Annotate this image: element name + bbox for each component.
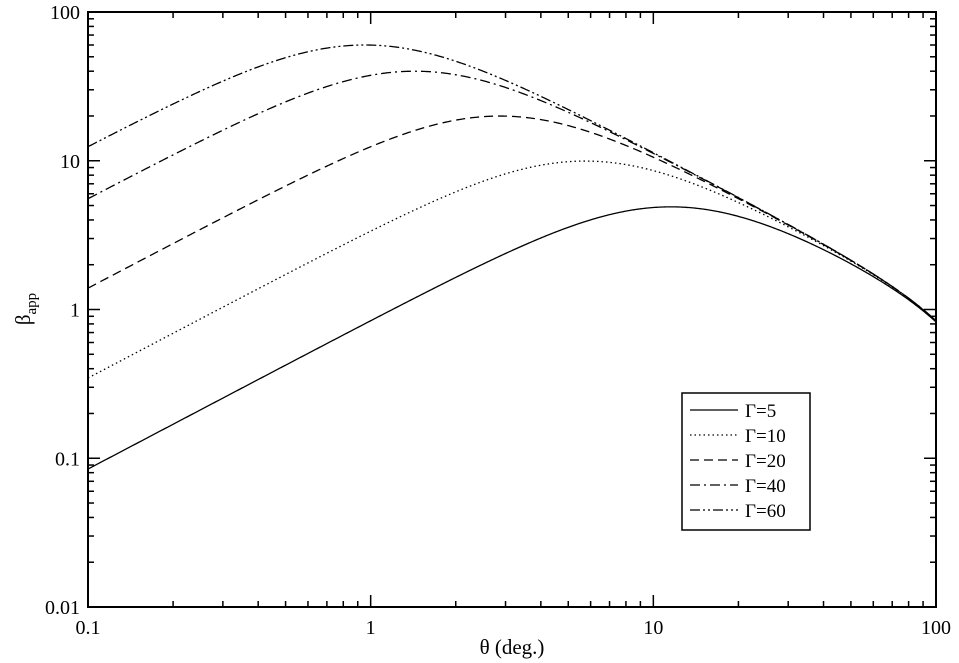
x-tick-label: 100: [921, 617, 951, 639]
plot-frame: [87, 11, 937, 608]
y-tick-label: 1: [70, 300, 80, 322]
y-axis-title: βapp: [11, 293, 40, 325]
legend-label-gamma-20: Γ=20: [745, 451, 786, 472]
series-layer: [87, 44, 937, 470]
legend-label-gamma-40: Γ=40: [745, 476, 786, 497]
x-tick-label: 1: [366, 617, 376, 639]
x-tick-label: 0.1: [76, 617, 101, 639]
x-tick-label: 10: [643, 617, 663, 639]
legend-label-gamma-60: Γ=60: [745, 501, 786, 522]
legend-label-gamma-5: Γ=5: [745, 401, 776, 422]
x-axis-title: θ (deg.): [480, 635, 545, 659]
y-axis-title-main: β: [11, 314, 35, 325]
series-line-gamma-10: [87, 160, 937, 379]
series-line-gamma-20: [87, 115, 937, 322]
svg-text:βapp: βapp: [11, 293, 40, 325]
series-line-gamma-60: [87, 44, 937, 322]
y-tick-label: 10: [60, 151, 80, 173]
series-line-gamma-5: [87, 206, 937, 470]
y-tick-label: 100: [50, 2, 80, 24]
legend: Γ=5 Γ=10 Γ=20 Γ=40 Γ=60: [681, 392, 811, 531]
legend-label-gamma-10: Γ=10: [745, 426, 786, 447]
y-tick-label: 0.1: [55, 448, 80, 470]
y-tick-label: 0.01: [45, 597, 80, 619]
series-line-gamma-40: [87, 70, 937, 322]
legend-box: [681, 392, 811, 531]
y-axis-title-sub: app: [24, 293, 40, 315]
